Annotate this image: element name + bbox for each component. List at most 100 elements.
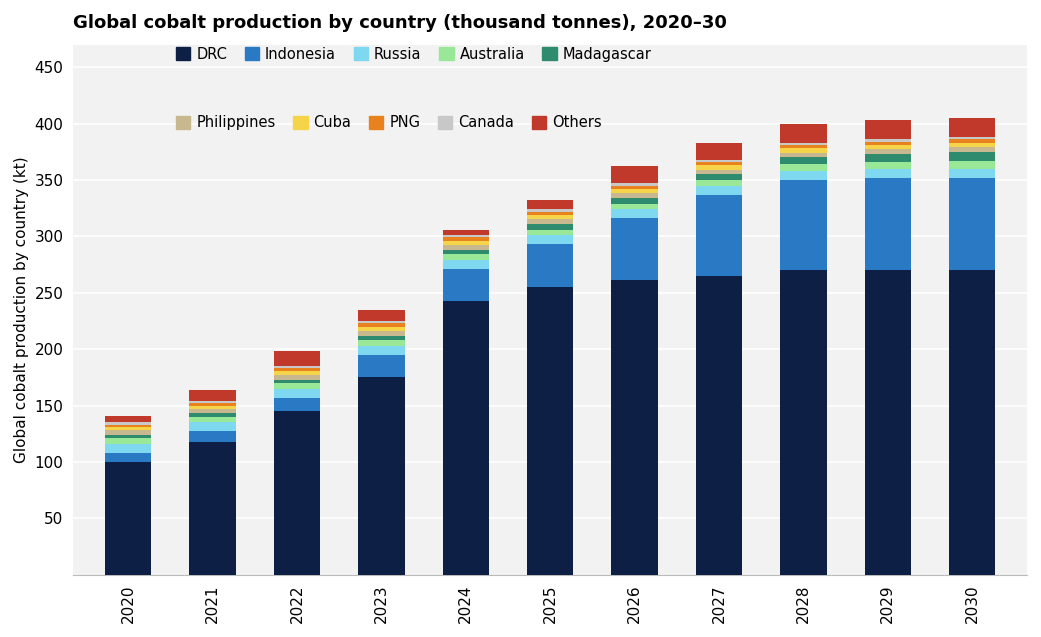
Bar	[695, 180, 742, 185]
Bar	[780, 270, 827, 575]
Bar	[949, 161, 995, 169]
Bar	[189, 403, 235, 406]
Bar	[695, 194, 742, 276]
Legend: Philippines, Cuba, PNG, Canada, Others: Philippines, Cuba, PNG, Canada, Others	[176, 115, 602, 131]
Bar	[611, 280, 658, 575]
Bar	[189, 390, 235, 401]
Bar	[527, 229, 574, 235]
Bar	[105, 438, 151, 444]
Bar	[274, 389, 320, 397]
Bar	[189, 406, 235, 409]
Bar	[949, 140, 995, 143]
Bar	[442, 250, 489, 254]
Bar	[865, 145, 911, 150]
Bar	[527, 287, 574, 575]
Bar	[442, 241, 489, 245]
Bar	[274, 375, 320, 380]
Bar	[611, 204, 658, 210]
Bar	[105, 425, 151, 427]
Bar	[527, 210, 574, 211]
Bar	[274, 352, 320, 366]
Bar	[105, 416, 151, 422]
Bar	[189, 441, 235, 575]
Bar	[189, 417, 235, 422]
Bar	[358, 346, 405, 355]
Bar	[358, 331, 405, 336]
Bar	[695, 185, 742, 194]
Bar	[780, 171, 827, 180]
Bar	[865, 141, 911, 145]
Bar	[358, 340, 405, 346]
Bar	[105, 462, 151, 575]
Bar	[274, 371, 320, 375]
Text: Global cobalt production by country (thousand tonnes), 2020–30: Global cobalt production by country (tho…	[73, 14, 727, 32]
Bar	[442, 301, 489, 575]
Bar	[358, 327, 405, 331]
Bar	[949, 118, 995, 137]
Bar	[611, 185, 658, 189]
Bar	[695, 175, 742, 180]
Bar	[611, 166, 658, 183]
Bar	[695, 165, 742, 170]
Bar	[105, 435, 151, 438]
Bar	[189, 422, 235, 431]
Bar	[780, 124, 827, 143]
Bar	[695, 276, 742, 575]
Bar	[865, 140, 911, 141]
Bar	[442, 245, 489, 250]
Bar	[189, 413, 235, 417]
Bar	[189, 431, 235, 441]
Bar	[780, 157, 827, 164]
Bar	[949, 169, 995, 178]
Bar	[865, 169, 911, 178]
Bar	[105, 444, 151, 453]
Bar	[527, 224, 574, 229]
Bar	[358, 355, 405, 377]
Y-axis label: Global cobalt production by country (kt): Global cobalt production by country (kt)	[14, 156, 29, 463]
Bar	[527, 215, 574, 219]
Bar	[865, 120, 911, 140]
Bar	[611, 189, 658, 194]
Bar	[274, 383, 320, 389]
Bar	[442, 235, 489, 238]
Bar	[611, 198, 658, 204]
Bar	[611, 210, 658, 218]
Bar	[105, 422, 151, 425]
Bar	[611, 218, 658, 280]
Bar	[780, 164, 827, 171]
Bar	[865, 154, 911, 162]
Bar	[358, 310, 405, 321]
Bar	[780, 145, 827, 148]
Bar	[105, 431, 151, 435]
Bar	[358, 377, 405, 575]
Bar	[949, 178, 995, 270]
Bar	[780, 180, 827, 270]
Bar	[695, 170, 742, 175]
Bar	[695, 160, 742, 162]
Bar	[527, 200, 574, 210]
Bar	[865, 150, 911, 154]
Bar	[611, 183, 658, 185]
Bar	[358, 321, 405, 323]
Bar	[527, 211, 574, 215]
Bar	[695, 162, 742, 165]
Bar	[358, 336, 405, 340]
Bar	[358, 323, 405, 327]
Bar	[865, 270, 911, 575]
Bar	[949, 143, 995, 147]
Bar	[949, 270, 995, 575]
Bar	[274, 412, 320, 575]
Bar	[189, 409, 235, 413]
Bar	[695, 143, 742, 160]
Bar	[780, 143, 827, 145]
Bar	[949, 147, 995, 152]
Bar	[780, 148, 827, 153]
Bar	[442, 229, 489, 235]
Bar	[527, 219, 574, 224]
Bar	[274, 368, 320, 371]
Bar	[442, 238, 489, 241]
Bar	[442, 254, 489, 260]
Bar	[442, 260, 489, 269]
Bar	[865, 162, 911, 169]
Bar	[442, 269, 489, 301]
